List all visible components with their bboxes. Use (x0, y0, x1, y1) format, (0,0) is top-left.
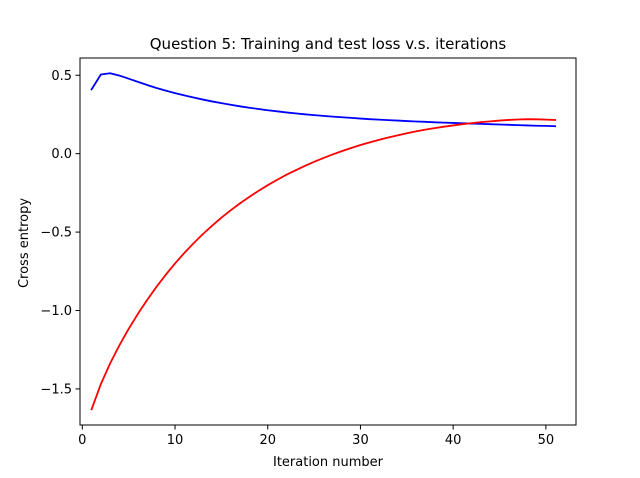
series-layer (90, 72, 557, 411)
plot-area (80, 58, 576, 425)
x-tick-label: 40 (445, 433, 462, 448)
y-tick-label: −1.0 (40, 304, 72, 319)
x-axis-label: Iteration number (273, 455, 384, 470)
series-line-2 (90, 118, 557, 411)
y-axis-label: Cross entropy (17, 198, 32, 288)
y-tick-label: −1.5 (40, 382, 72, 397)
axes-border (79, 57, 577, 426)
x-axis: 0 10 20 30 40 50 (78, 425, 554, 448)
chart-title: Question 5: Training and test loss v.s. … (150, 35, 507, 53)
y-tick-label: 0.5 (51, 69, 72, 84)
x-tick-label: 50 (538, 433, 555, 448)
plot-background (80, 58, 576, 425)
x-tick-label: 20 (259, 433, 276, 448)
y-tick-label: 0.0 (51, 147, 72, 162)
y-axis: −1.5 −1.0 −0.5 0.0 0.5 (40, 69, 80, 397)
series-line-1 (90, 72, 557, 128)
x-tick-label: 0 (78, 433, 86, 448)
y-tick-label: −0.5 (40, 226, 72, 241)
x-tick-label: 30 (352, 433, 369, 448)
x-tick-label: 10 (167, 433, 184, 448)
axes-frame (79, 57, 577, 426)
